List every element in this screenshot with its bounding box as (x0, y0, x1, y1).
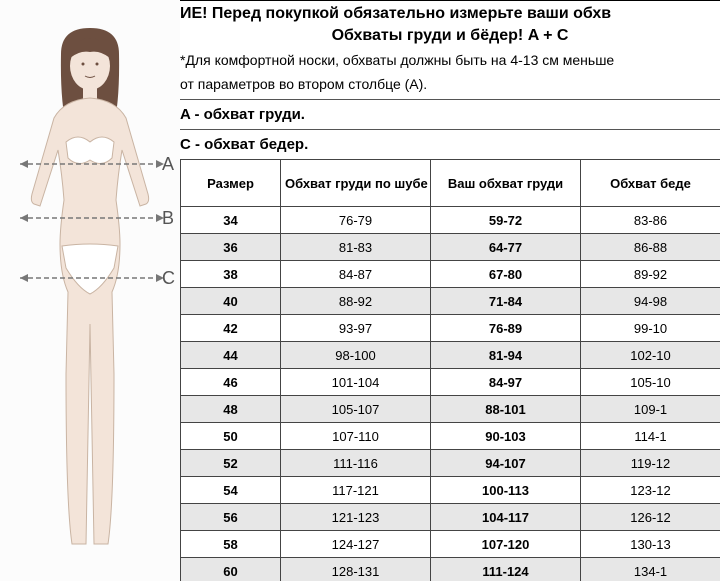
definition-C: C - обхват бедер. (180, 129, 720, 160)
note-line1: *Для комфортной носки, обхваты должны бы… (180, 51, 720, 75)
table-cell: 107-110 (281, 423, 431, 450)
table-row: 48105-10788-101109-1 (181, 396, 720, 423)
table-row: 3884-8767-8089-92 (181, 261, 720, 288)
table-cell: 99-10 (581, 315, 720, 342)
table-cell: 114-1 (581, 423, 720, 450)
table-cell: 71-84 (431, 288, 581, 315)
table-row: 3476-7959-7283-86 (181, 207, 720, 234)
table-cell: 59-72 (431, 207, 581, 234)
table-cell: 134-1 (581, 558, 720, 581)
table-row: 54117-121100-113123-12 (181, 477, 720, 504)
table-cell: 107-120 (431, 531, 581, 558)
table-cell: 94-107 (431, 450, 581, 477)
table-cell: 38 (181, 261, 281, 288)
table-row: 56121-123104-117126-12 (181, 504, 720, 531)
figure-label-B: B (162, 208, 174, 229)
table-cell: 86-88 (581, 234, 720, 261)
table-cell: 48 (181, 396, 281, 423)
table-row: 4498-10081-94102-10 (181, 342, 720, 369)
table-cell: 46 (181, 369, 281, 396)
table-cell: 104-117 (431, 504, 581, 531)
table-cell: 52 (181, 450, 281, 477)
table-cell: 93-97 (281, 315, 431, 342)
table-cell: 111-116 (281, 450, 431, 477)
table-row: 4293-9776-8999-10 (181, 315, 720, 342)
size-table-header: Обхват груди по шубе (A), см (281, 160, 431, 207)
figure-label-C: C (162, 268, 175, 289)
size-table-header: Обхват беде (581, 160, 720, 207)
table-cell: 88-92 (281, 288, 431, 315)
table-row: 4088-9271-8494-98 (181, 288, 720, 315)
table-cell: 67-80 (431, 261, 581, 288)
table-cell: 124-127 (281, 531, 431, 558)
table-cell: 117-121 (281, 477, 431, 504)
table-cell: 88-101 (431, 396, 581, 423)
size-table-header: Размер (181, 160, 281, 207)
table-cell: 81-83 (281, 234, 431, 261)
table-cell: 111-124 (431, 558, 581, 581)
table-cell: 36 (181, 234, 281, 261)
table-cell: 64-77 (431, 234, 581, 261)
table-row: 46101-10484-97105-10 (181, 369, 720, 396)
heading-line2: Обхваты груди и бёдер! A + C (180, 23, 720, 51)
figure-label-A: A (162, 154, 174, 175)
table-cell: 119-12 (581, 450, 720, 477)
table-cell: 105-107 (281, 396, 431, 423)
table-cell: 83-86 (581, 207, 720, 234)
table-cell: 121-123 (281, 504, 431, 531)
table-cell: 42 (181, 315, 281, 342)
table-row: 52111-11694-107119-12 (181, 450, 720, 477)
table-cell: 54 (181, 477, 281, 504)
table-cell: 100-113 (431, 477, 581, 504)
table-cell: 84-97 (431, 369, 581, 396)
table-row: 3681-8364-7786-88 (181, 234, 720, 261)
table-cell: 109-1 (581, 396, 720, 423)
table-cell: 60 (181, 558, 281, 581)
table-cell: 58 (181, 531, 281, 558)
table-cell: 50 (181, 423, 281, 450)
note-line2: от параметров во втором столбце (A). (180, 75, 720, 99)
table-cell: 81-94 (431, 342, 581, 369)
table-row: 60128-131111-124134-1 (181, 558, 720, 581)
table-cell: 101-104 (281, 369, 431, 396)
table-cell: 84-87 (281, 261, 431, 288)
table-cell: 128-131 (281, 558, 431, 581)
table-cell: 76-79 (281, 207, 431, 234)
table-cell: 105-10 (581, 369, 720, 396)
table-cell: 130-13 (581, 531, 720, 558)
heading-line1: ВНИМАНИЕ! Перед покупкой обязательно изм… (180, 0, 720, 23)
table-cell: 102-10 (581, 342, 720, 369)
table-cell: 126-12 (581, 504, 720, 531)
table-cell: 44 (181, 342, 281, 369)
table-cell: 34 (181, 207, 281, 234)
table-cell: 89-92 (581, 261, 720, 288)
size-table: РазмерОбхват груди по шубе (A), смВаш об… (180, 159, 720, 581)
body-figure: A B C (0, 0, 180, 581)
table-cell: 90-103 (431, 423, 581, 450)
table-row: 50107-11090-103114-1 (181, 423, 720, 450)
table-cell: 98-100 (281, 342, 431, 369)
table-cell: 94-98 (581, 288, 720, 315)
table-cell: 123-12 (581, 477, 720, 504)
size-table-header: Ваш обхват груди (431, 160, 581, 207)
table-row: 58124-127107-120130-13 (181, 531, 720, 558)
table-cell: 76-89 (431, 315, 581, 342)
table-cell: 56 (181, 504, 281, 531)
definition-A: A - обхват груди. (180, 99, 720, 129)
table-cell: 40 (181, 288, 281, 315)
